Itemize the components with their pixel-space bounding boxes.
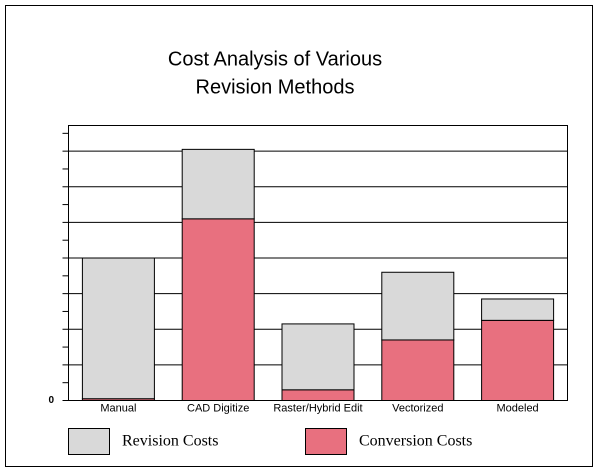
- bar-segment: [481, 298, 555, 321]
- bar-segment: [81, 257, 155, 400]
- x-tick-label: CAD Digitize: [187, 402, 249, 414]
- chart-title: Cost Analysis of Various: [168, 48, 382, 70]
- bar-segment: [481, 319, 555, 402]
- legend-swatch: [305, 428, 347, 455]
- bar-segment: [281, 323, 355, 391]
- legend-label: Conversion Costs: [359, 433, 472, 450]
- legend-label: Revision Costs: [122, 433, 218, 450]
- x-tick-label: Manual: [100, 402, 136, 414]
- x-tick-label: Modeled: [496, 402, 538, 414]
- bar-segment: [381, 339, 455, 401]
- chart-title: Revision Methods: [196, 76, 355, 98]
- x-tick-label: Raster/Hybrid Edit: [273, 402, 362, 414]
- y-tick-label: 0: [48, 395, 54, 406]
- bar-segment: [381, 271, 455, 341]
- legend-swatch: [68, 428, 110, 455]
- bar-segment: [181, 218, 255, 401]
- bar-segment: [181, 148, 255, 220]
- x-tick-label: Vectorized: [392, 402, 443, 414]
- bar-segment: [281, 389, 355, 402]
